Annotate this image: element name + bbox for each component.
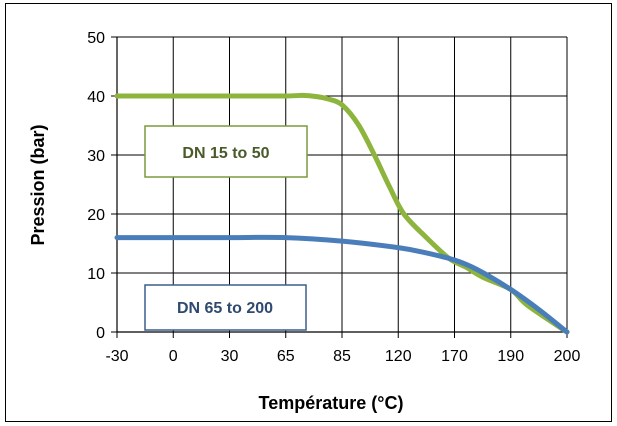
series-line-dn15-50 xyxy=(114,92,570,335)
y-tick-label: 30 xyxy=(87,148,105,165)
x-tick-label: 0 xyxy=(169,348,178,365)
x-tick-label: 190 xyxy=(497,348,524,365)
grid xyxy=(117,36,568,332)
x-tick-label: 170 xyxy=(441,348,468,365)
series-label-dn65-200: DN 65 to 200 xyxy=(177,300,273,317)
series-line-dn65-200 xyxy=(114,234,570,335)
y-tick-label: 20 xyxy=(87,207,105,224)
legend-box-dn65-200: DN 65 to 200 xyxy=(144,284,307,331)
axes xyxy=(111,36,568,338)
x-tick-label: 30 xyxy=(221,348,239,365)
x-tick-label: 200 xyxy=(554,348,581,365)
y-tick-label: 10 xyxy=(87,266,105,283)
y-tick-label: 0 xyxy=(96,325,105,342)
series-lines xyxy=(114,92,570,335)
x-axis-title: Température (°C) xyxy=(259,393,404,413)
legend-box-dn15-50: DN 15 to 50 xyxy=(144,125,308,178)
x-tick-label: 85 xyxy=(333,348,351,365)
y-axis-title: Pression (bar) xyxy=(28,124,48,245)
x-tick-labels: -30 0 30 65 85 120 170 190 200 xyxy=(105,348,580,365)
x-tick-label: 65 xyxy=(277,348,295,365)
x-tick-label: -30 xyxy=(105,348,128,365)
y-tick-labels: 0 10 20 30 40 50 xyxy=(87,30,105,342)
y-tick-label: 40 xyxy=(87,89,105,106)
series-label-dn15-50: DN 15 to 50 xyxy=(182,145,269,162)
y-tick-label: 50 xyxy=(87,30,105,47)
x-tick-label: 120 xyxy=(385,348,412,365)
